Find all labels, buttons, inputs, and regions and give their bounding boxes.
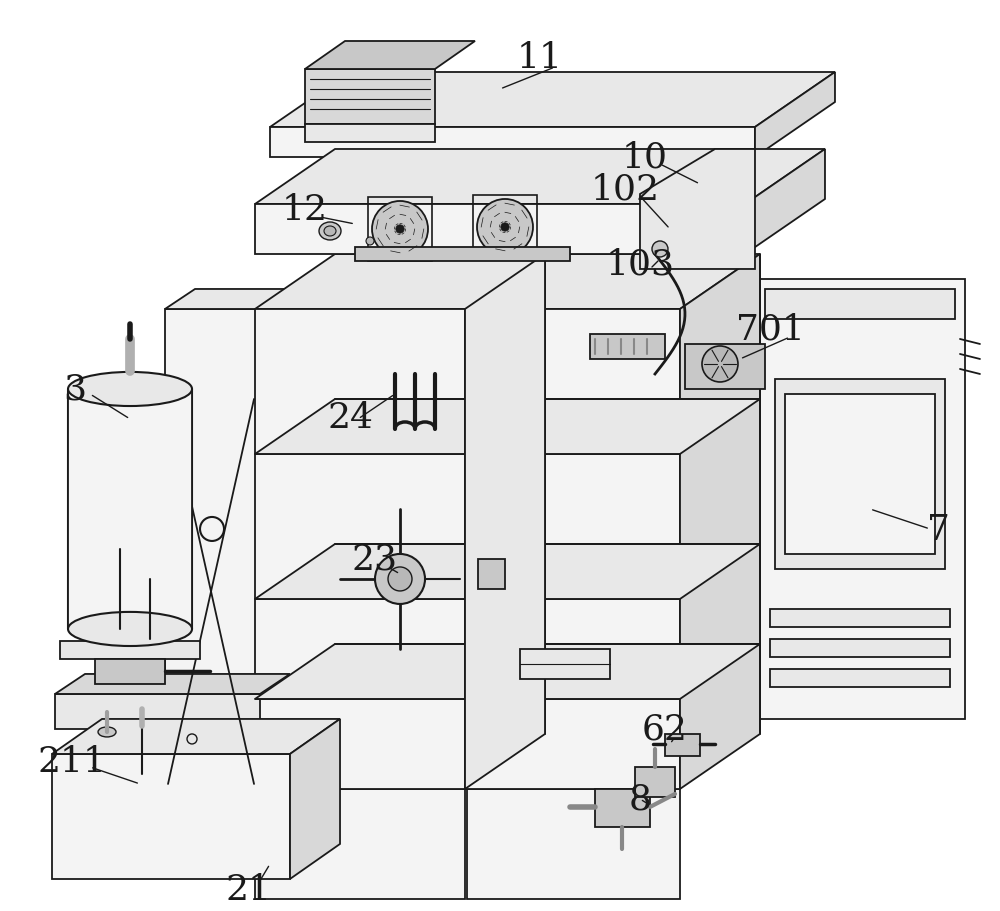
Polygon shape xyxy=(68,390,192,630)
Polygon shape xyxy=(55,694,260,729)
Polygon shape xyxy=(255,545,760,599)
Polygon shape xyxy=(785,394,935,555)
Text: 23: 23 xyxy=(352,542,398,577)
Text: 211: 211 xyxy=(38,744,107,778)
Polygon shape xyxy=(52,719,340,754)
Text: 11: 11 xyxy=(517,41,563,75)
Polygon shape xyxy=(305,70,435,125)
Polygon shape xyxy=(60,641,200,660)
Text: 12: 12 xyxy=(282,193,328,227)
Text: 3: 3 xyxy=(63,373,87,406)
Polygon shape xyxy=(465,255,545,789)
Polygon shape xyxy=(775,380,945,569)
Polygon shape xyxy=(55,674,290,694)
Circle shape xyxy=(477,200,533,256)
Polygon shape xyxy=(770,670,950,687)
Text: 24: 24 xyxy=(327,401,373,435)
Polygon shape xyxy=(270,128,755,158)
Text: 103: 103 xyxy=(605,248,675,281)
Polygon shape xyxy=(478,559,505,589)
Ellipse shape xyxy=(98,727,116,737)
Text: 102: 102 xyxy=(590,173,659,207)
Polygon shape xyxy=(765,290,955,320)
Text: 10: 10 xyxy=(622,141,668,175)
Polygon shape xyxy=(255,149,825,205)
Polygon shape xyxy=(255,789,465,899)
Ellipse shape xyxy=(68,373,192,406)
Circle shape xyxy=(375,555,425,604)
Polygon shape xyxy=(305,125,435,143)
Polygon shape xyxy=(680,255,760,789)
Polygon shape xyxy=(95,660,165,684)
Polygon shape xyxy=(255,310,680,789)
Polygon shape xyxy=(770,640,950,657)
Polygon shape xyxy=(52,754,290,879)
Circle shape xyxy=(652,241,668,258)
Polygon shape xyxy=(520,650,610,680)
Polygon shape xyxy=(255,255,760,310)
Polygon shape xyxy=(635,767,675,797)
Text: 7: 7 xyxy=(927,512,949,547)
Text: 701: 701 xyxy=(736,312,804,346)
Circle shape xyxy=(396,226,404,234)
Circle shape xyxy=(388,568,412,591)
Polygon shape xyxy=(745,149,825,255)
Circle shape xyxy=(702,346,738,383)
Polygon shape xyxy=(640,149,755,270)
Polygon shape xyxy=(760,280,965,719)
Text: 8: 8 xyxy=(628,782,651,816)
Polygon shape xyxy=(355,248,570,261)
Polygon shape xyxy=(665,734,700,756)
Polygon shape xyxy=(255,400,760,455)
Polygon shape xyxy=(595,789,650,827)
Polygon shape xyxy=(467,789,680,899)
Text: 21: 21 xyxy=(225,872,271,906)
Circle shape xyxy=(366,238,374,246)
Text: 62: 62 xyxy=(642,712,688,746)
Polygon shape xyxy=(270,73,835,128)
Polygon shape xyxy=(305,42,475,70)
Polygon shape xyxy=(165,290,288,310)
Polygon shape xyxy=(770,609,950,628)
Circle shape xyxy=(372,201,428,258)
Polygon shape xyxy=(165,310,258,784)
Polygon shape xyxy=(755,73,835,158)
Circle shape xyxy=(501,223,509,232)
Polygon shape xyxy=(255,205,745,255)
Polygon shape xyxy=(255,644,760,699)
Ellipse shape xyxy=(68,612,192,646)
Polygon shape xyxy=(685,344,765,390)
Polygon shape xyxy=(590,334,665,360)
Ellipse shape xyxy=(324,227,336,237)
Polygon shape xyxy=(290,719,340,879)
Ellipse shape xyxy=(319,223,341,241)
